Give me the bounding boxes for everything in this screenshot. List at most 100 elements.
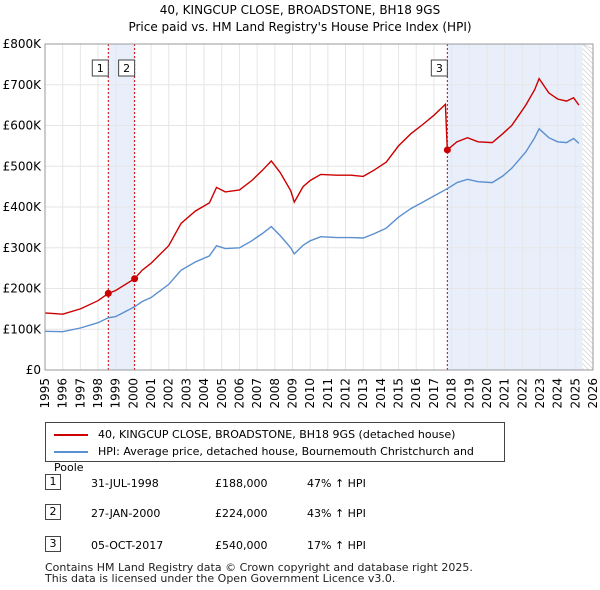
- x-tick-label: 2012: [339, 378, 353, 409]
- x-tick-label: 2022: [515, 378, 529, 409]
- x-tick-label: 2005: [215, 378, 229, 409]
- sale-label-number: 2: [123, 62, 130, 75]
- y-tick-label: £100K: [3, 322, 43, 336]
- hatch-line: [582, 103, 593, 115]
- sale-row: 2 27-JAN-2000 £224,000 43% ↑ HPI: [45, 504, 565, 524]
- legend-item-hpi: HPI: Average price, detached house, Bour…: [54, 444, 504, 474]
- hatch-line: [582, 73, 593, 85]
- hatch-line: [582, 243, 593, 255]
- legend-item-property: 40, KINGCUP CLOSE, BROADSTONE, BH18 9GS …: [54, 427, 455, 443]
- price-chart: 40, KINGCUP CLOSE, BROADSTONE, BH18 9GS …: [3, 3, 600, 409]
- hatch-line: [582, 213, 593, 225]
- x-tick-label: 2008: [268, 378, 282, 409]
- hatch-line: [582, 53, 593, 65]
- hatch-line: [582, 168, 593, 180]
- hatch-line: [582, 328, 593, 340]
- x-tick-label: 2018: [445, 378, 459, 409]
- legend-label-hpi: HPI: Average price, detached house, Bour…: [54, 445, 474, 474]
- plot-frame: [44, 43, 594, 371]
- sale-row: 1 31-JUL-1998 £188,000 47% ↑ HPI: [45, 474, 565, 494]
- hatch-line: [582, 98, 593, 110]
- hatch-line: [582, 313, 593, 325]
- hatch-line: [582, 44, 593, 55]
- y-tick-label: £0: [26, 363, 41, 377]
- x-tick-label: 1997: [73, 378, 87, 409]
- hatch-line: [582, 238, 593, 250]
- hatch-line: [582, 358, 593, 370]
- x-tick-label: 2025: [568, 378, 582, 409]
- chart-subtitle: Price paid vs. HM Land Registry's House …: [128, 20, 471, 34]
- footer-line: Contains HM Land Registry data © Crown c…: [45, 561, 473, 574]
- y-tick-label: £400K: [3, 200, 43, 214]
- hatch-line: [582, 58, 593, 70]
- hatch-line: [582, 68, 593, 80]
- hatch-line: [582, 63, 593, 75]
- sale-point: [131, 275, 139, 283]
- footer-attribution: Contains HM Land Registry data © Crown c…: [45, 562, 473, 584]
- x-tick-label: 2002: [162, 378, 176, 409]
- hatch-line: [582, 348, 593, 360]
- hatch-line: [582, 93, 593, 105]
- x-tick-label: 2007: [250, 378, 264, 409]
- sale-hpi-change: 43% ↑ HPI: [307, 507, 366, 520]
- hatch-line: [582, 288, 593, 300]
- sale-label-box: [91, 59, 109, 77]
- sale-number-box: 2: [45, 504, 61, 520]
- hatch-line: [582, 343, 593, 355]
- hatch-line: [582, 128, 593, 140]
- hatch-line: [582, 253, 593, 265]
- hatch-line: [582, 263, 593, 275]
- hatch-line: [582, 353, 593, 365]
- legend-swatch-property: [54, 434, 88, 436]
- hatch-line: [582, 338, 593, 350]
- hatch-line: [582, 78, 593, 90]
- sale-number-box: 3: [45, 536, 61, 552]
- hatch-line: [582, 308, 593, 320]
- x-tick-label: 2003: [179, 378, 193, 409]
- x-tick-label: 2006: [232, 378, 246, 409]
- sale-date: 31-JUL-1998: [91, 477, 159, 490]
- x-tick-label: 1999: [109, 378, 123, 409]
- hatch-line: [582, 278, 593, 290]
- hatch-line: [582, 333, 593, 345]
- sale-hpi-change: 47% ↑ HPI: [307, 477, 366, 490]
- x-tick-label: 2016: [409, 378, 423, 409]
- hatch-line: [582, 158, 593, 170]
- sale-date: 05-OCT-2017: [91, 539, 164, 552]
- hatch-line: [582, 173, 593, 185]
- hatch-line: [582, 138, 593, 150]
- hatch-line: [582, 163, 593, 175]
- x-tick-label: 2020: [480, 378, 494, 409]
- hatch-line: [582, 108, 593, 120]
- x-tick-label: 2013: [356, 378, 370, 409]
- legend-swatch-hpi: [54, 451, 88, 453]
- sale-date: 27-JAN-2000: [91, 507, 161, 520]
- x-tick-label: 2011: [321, 378, 335, 409]
- hatch-line: [582, 88, 593, 100]
- hatch-line: [582, 118, 593, 130]
- chart-title: 40, KINGCUP CLOSE, BROADSTONE, BH18 9GS: [160, 3, 440, 17]
- hatch-line: [582, 193, 593, 205]
- hatch-line: [582, 258, 593, 270]
- x-tick-label: 2026: [586, 378, 600, 409]
- sale-number-box: 1: [45, 474, 61, 490]
- hatch-line: [582, 363, 590, 370]
- x-tick-label: 2021: [498, 378, 512, 409]
- x-tick-label: 2010: [303, 378, 317, 409]
- y-tick-label: £300K: [3, 241, 43, 255]
- x-tick-label: 2000: [126, 378, 140, 409]
- hatch-line: [582, 218, 593, 230]
- x-tick-label: 2009: [285, 378, 299, 409]
- hatch-line: [582, 44, 593, 50]
- x-tick-label: 2023: [533, 378, 547, 409]
- x-tick-label: 2001: [144, 378, 158, 409]
- y-tick-label: £600K: [3, 119, 43, 133]
- x-tick-label: 2017: [427, 378, 441, 409]
- hatch-line: [582, 268, 593, 280]
- x-tick-label: 2014: [374, 378, 388, 409]
- sale-hpi-change: 17% ↑ HPI: [307, 539, 366, 552]
- hatch-line: [582, 178, 593, 190]
- y-tick-label: £800K: [3, 37, 43, 51]
- hatch-line: [582, 133, 593, 145]
- hatch-line: [582, 188, 593, 200]
